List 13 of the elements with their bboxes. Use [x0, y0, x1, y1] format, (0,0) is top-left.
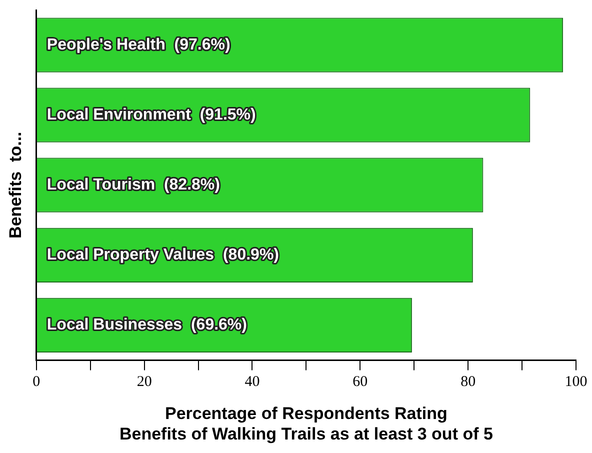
category-label: Local Property Values (80.9%) [46, 246, 279, 264]
category-label: People's Health (97.6%) [46, 36, 230, 54]
x-tick-label: 20 [136, 374, 152, 390]
x-tick-label: 60 [352, 374, 368, 390]
x-tick-label: 40 [244, 374, 260, 390]
x-tick-label: 100 [564, 374, 588, 390]
x-tick-label: 0 [32, 374, 40, 390]
category-label: Local Tourism (82.8%) [46, 176, 220, 194]
y-axis-title: Benefits to... [6, 132, 25, 238]
category-label: Local Businesses (69.6%) [46, 316, 247, 334]
x-axis-title: Percentage of Respondents Rating Benefits of Walking Trails as at least 3 out of 5 [119, 404, 493, 444]
x-tick-label: 80 [460, 374, 476, 390]
category-label: Local Environment (91.5%) [46, 106, 256, 124]
